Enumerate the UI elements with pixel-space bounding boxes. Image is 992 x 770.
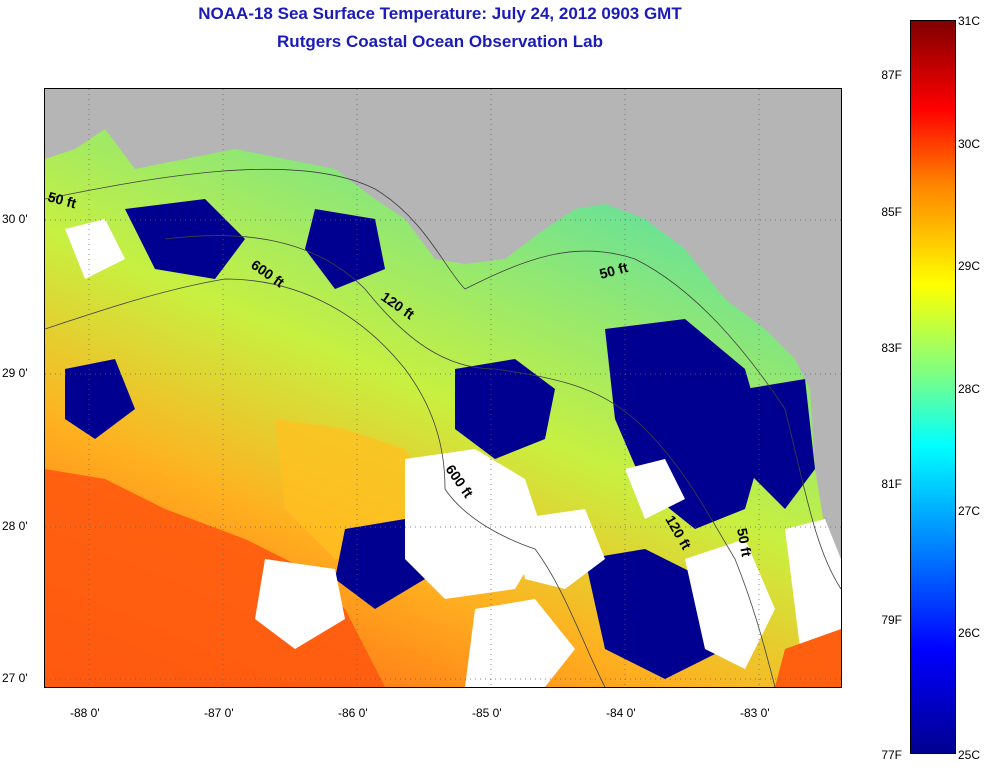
- colorbar-f-label: 85F: [881, 205, 902, 219]
- colorbar-f-label: 81F: [881, 477, 902, 491]
- colorbar-c-label: 26C: [958, 626, 981, 640]
- colorbar-c-label: 27C: [958, 504, 981, 518]
- map-subtitle: Rutgers Coastal Ocean Observation Lab: [277, 32, 603, 51]
- contour-label: 50 ft: [734, 527, 755, 558]
- cold-water-patches: [65, 199, 815, 679]
- contour-label: 50 ft: [46, 188, 78, 211]
- map-title: NOAA-18 Sea Surface Temperature: July 24…: [198, 4, 682, 23]
- lon-label: -83 0': [740, 706, 770, 720]
- lon-label: -84 0': [606, 706, 636, 720]
- colorbar-c-label: 30C: [958, 137, 981, 151]
- sst-map: 50 ft 600 ft 120 ft 50 ft 600 ft 120 ft …: [44, 88, 842, 688]
- bathymetry-contours: [45, 168, 841, 687]
- lat-label: 30 0': [2, 212, 28, 226]
- warm-se-corner: [775, 629, 841, 687]
- sst-map-svg: 50 ft 600 ft 120 ft 50 ft 600 ft 120 ft …: [45, 89, 841, 687]
- colorbar-c-label: 31C: [958, 14, 981, 28]
- colorbar-c-label: 25C: [958, 748, 981, 762]
- colorbar-f-label: 79F: [881, 613, 902, 627]
- lat-label: 29 0': [2, 366, 28, 380]
- colorbar-f-label: 83F: [881, 341, 902, 355]
- colorbar-f-label: 77F: [881, 748, 902, 762]
- temperature-colorbar: [910, 20, 956, 754]
- colorbar-f-label: 87F: [881, 68, 902, 82]
- cloud-patches: [65, 219, 841, 687]
- colorbar-c-label: 29C: [958, 259, 981, 273]
- lon-label: -87 0': [204, 706, 234, 720]
- lat-label: 27 0': [2, 671, 28, 685]
- colorbar-c-label: 28C: [958, 382, 981, 396]
- lon-label: -88 0': [70, 706, 100, 720]
- lon-label: -86 0': [338, 706, 368, 720]
- lon-label: -85 0': [472, 706, 502, 720]
- contour-label: 50 ft: [598, 259, 630, 282]
- lat-label: 28 0': [2, 519, 28, 533]
